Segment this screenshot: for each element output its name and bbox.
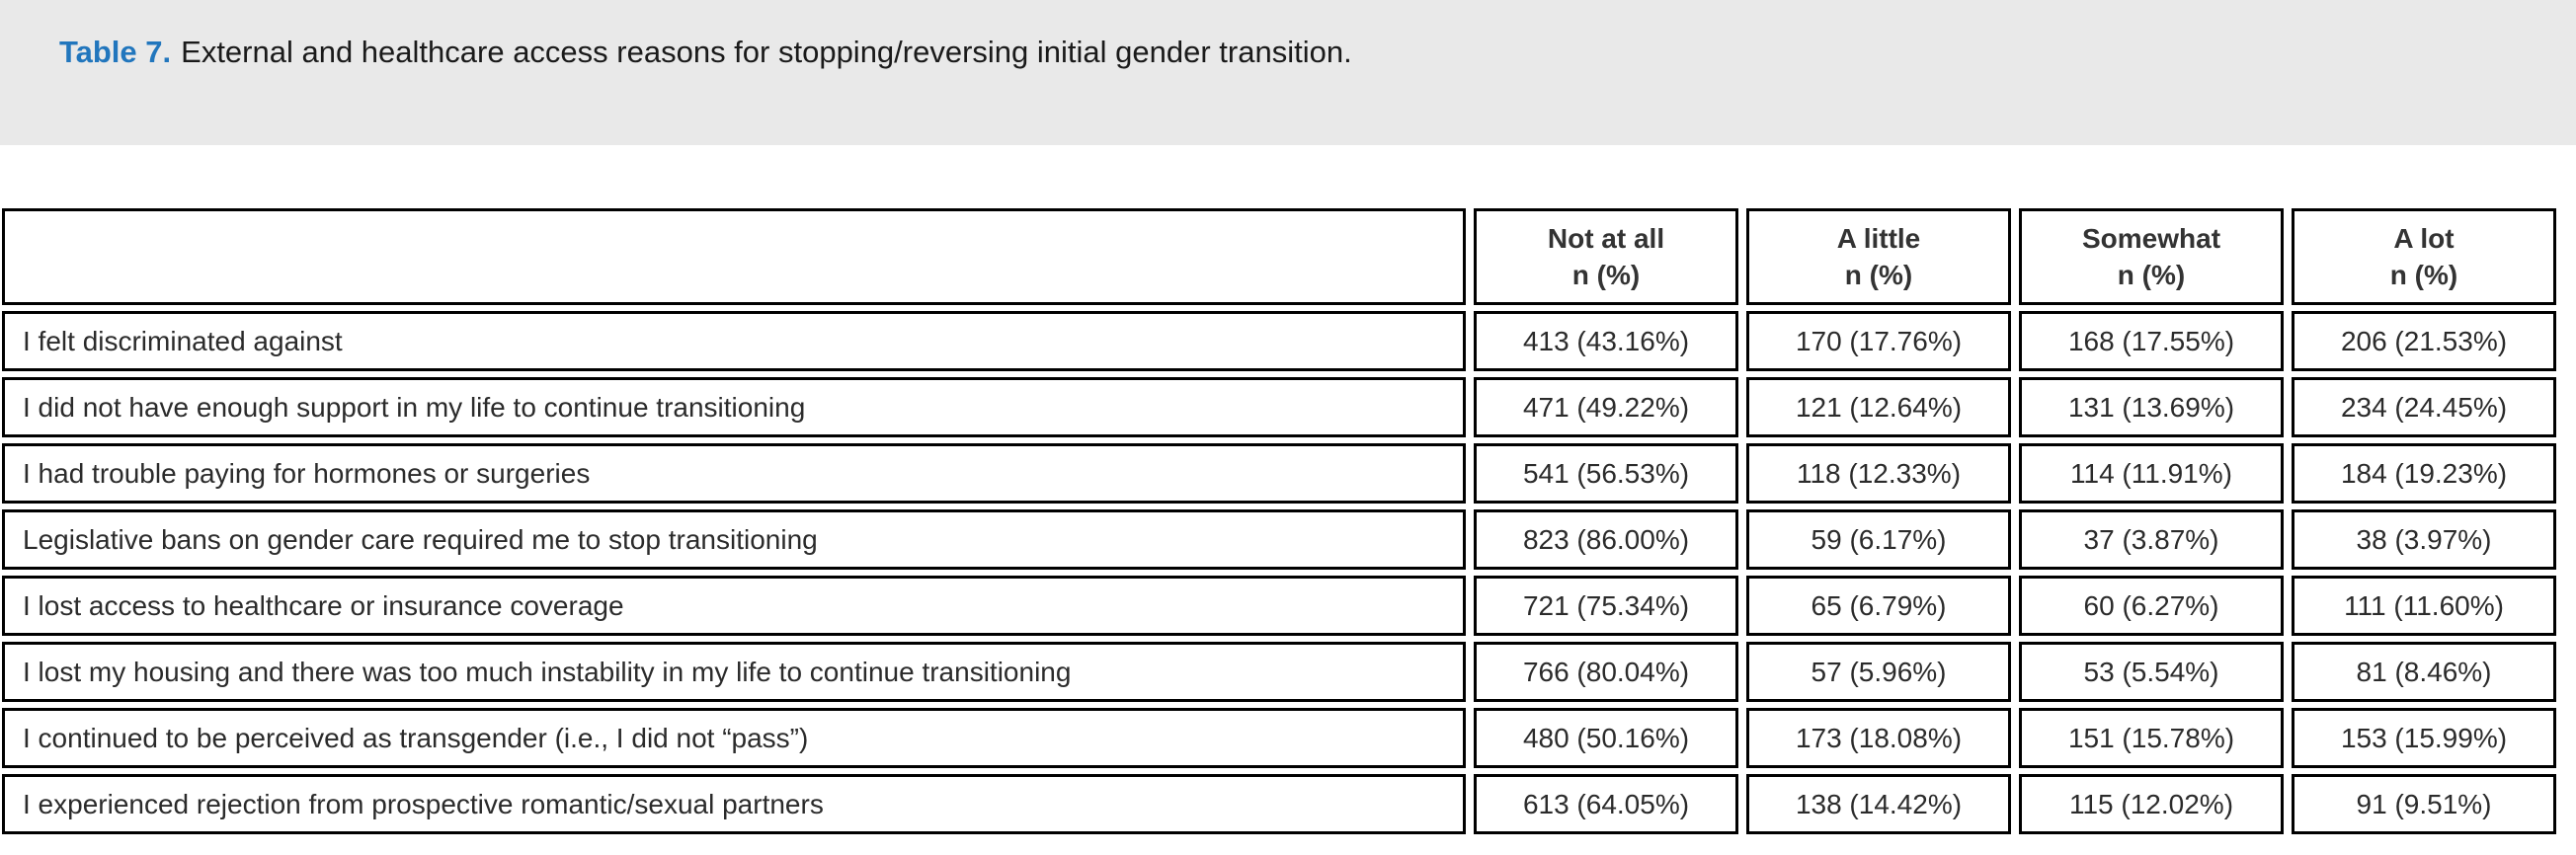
value-cell: 184 (19.23%) xyxy=(2292,443,2556,504)
value-cell: 60 (6.27%) xyxy=(2019,576,2284,636)
value-cell: 59 (6.17%) xyxy=(1746,509,2011,570)
value-cell: 206 (21.53%) xyxy=(2292,311,2556,371)
column-header-label: A little xyxy=(1836,223,1921,254)
value-cell: 138 (14.42%) xyxy=(1746,774,2011,834)
value-cell: 91 (9.51%) xyxy=(2292,774,2556,834)
reasons-table: Not at all n (%) A little n (%) Somewhat… xyxy=(2,208,2556,834)
value-cell: 823 (86.00%) xyxy=(1474,509,1738,570)
value-cell: 168 (17.55%) xyxy=(2019,311,2284,371)
value-cell: 613 (64.05%) xyxy=(1474,774,1738,834)
column-header-sub: n (%) xyxy=(1844,260,1913,290)
row-label-cell: I experienced rejection from prospective… xyxy=(2,774,1466,834)
value-cell: 118 (12.33%) xyxy=(1746,443,2011,504)
row-label-cell: I lost my housing and there was too much… xyxy=(2,642,1466,702)
value-cell: 234 (24.45%) xyxy=(2292,377,2556,437)
value-cell: 766 (80.04%) xyxy=(1474,642,1738,702)
column-header-sub: n (%) xyxy=(2117,260,2186,290)
column-header-sub: n (%) xyxy=(2389,260,2458,290)
column-header-not-at-all: Not at all n (%) xyxy=(1474,208,1738,305)
value-cell: 65 (6.79%) xyxy=(1746,576,2011,636)
header-empty-cell xyxy=(2,208,1466,305)
table-caption-bar: Table 7. External and healthcare access r… xyxy=(0,0,2576,145)
value-cell: 471 (49.22%) xyxy=(1474,377,1738,437)
column-header-label: Not at all xyxy=(1547,223,1665,254)
row-label-cell: I did not have enough support in my life… xyxy=(2,377,1466,437)
value-cell: 81 (8.46%) xyxy=(2292,642,2556,702)
column-header-label: Somewhat xyxy=(2081,223,2221,254)
row-label-cell: I had trouble paying for hormones or sur… xyxy=(2,443,1466,504)
value-cell: 114 (11.91%) xyxy=(2019,443,2284,504)
value-cell: 37 (3.87%) xyxy=(2019,509,2284,570)
value-cell: 173 (18.08%) xyxy=(1746,708,2011,768)
row-label-cell: I lost access to healthcare or insurance… xyxy=(2,576,1466,636)
value-cell: 38 (3.97%) xyxy=(2292,509,2556,570)
value-cell: 151 (15.78%) xyxy=(2019,708,2284,768)
value-cell: 413 (43.16%) xyxy=(1474,311,1738,371)
value-cell: 111 (11.60%) xyxy=(2292,576,2556,636)
value-cell: 170 (17.76%) xyxy=(1746,311,2011,371)
column-header-somewhat: Somewhat n (%) xyxy=(2019,208,2284,305)
value-cell: 53 (5.54%) xyxy=(2019,642,2284,702)
value-cell: 131 (13.69%) xyxy=(2019,377,2284,437)
table-caption-number: Table 7. xyxy=(59,35,172,69)
column-header-sub: n (%) xyxy=(1571,260,1641,290)
table-caption-text: External and healthcare access reasons f… xyxy=(181,35,1352,69)
value-cell: 57 (5.96%) xyxy=(1746,642,2011,702)
row-label-cell: I continued to be perceived as transgend… xyxy=(2,708,1466,768)
column-header-label: A lot xyxy=(2393,223,2455,254)
row-label-cell: Legislative bans on gender care required… xyxy=(2,509,1466,570)
value-cell: 480 (50.16%) xyxy=(1474,708,1738,768)
row-label-cell: I felt discriminated against xyxy=(2,311,1466,371)
value-cell: 153 (15.99%) xyxy=(2292,708,2556,768)
column-header-a-lot: A lot n (%) xyxy=(2292,208,2556,305)
value-cell: 121 (12.64%) xyxy=(1746,377,2011,437)
value-cell: 721 (75.34%) xyxy=(1474,576,1738,636)
value-cell: 115 (12.02%) xyxy=(2019,774,2284,834)
column-header-a-little: A little n (%) xyxy=(1746,208,2011,305)
value-cell: 541 (56.53%) xyxy=(1474,443,1738,504)
